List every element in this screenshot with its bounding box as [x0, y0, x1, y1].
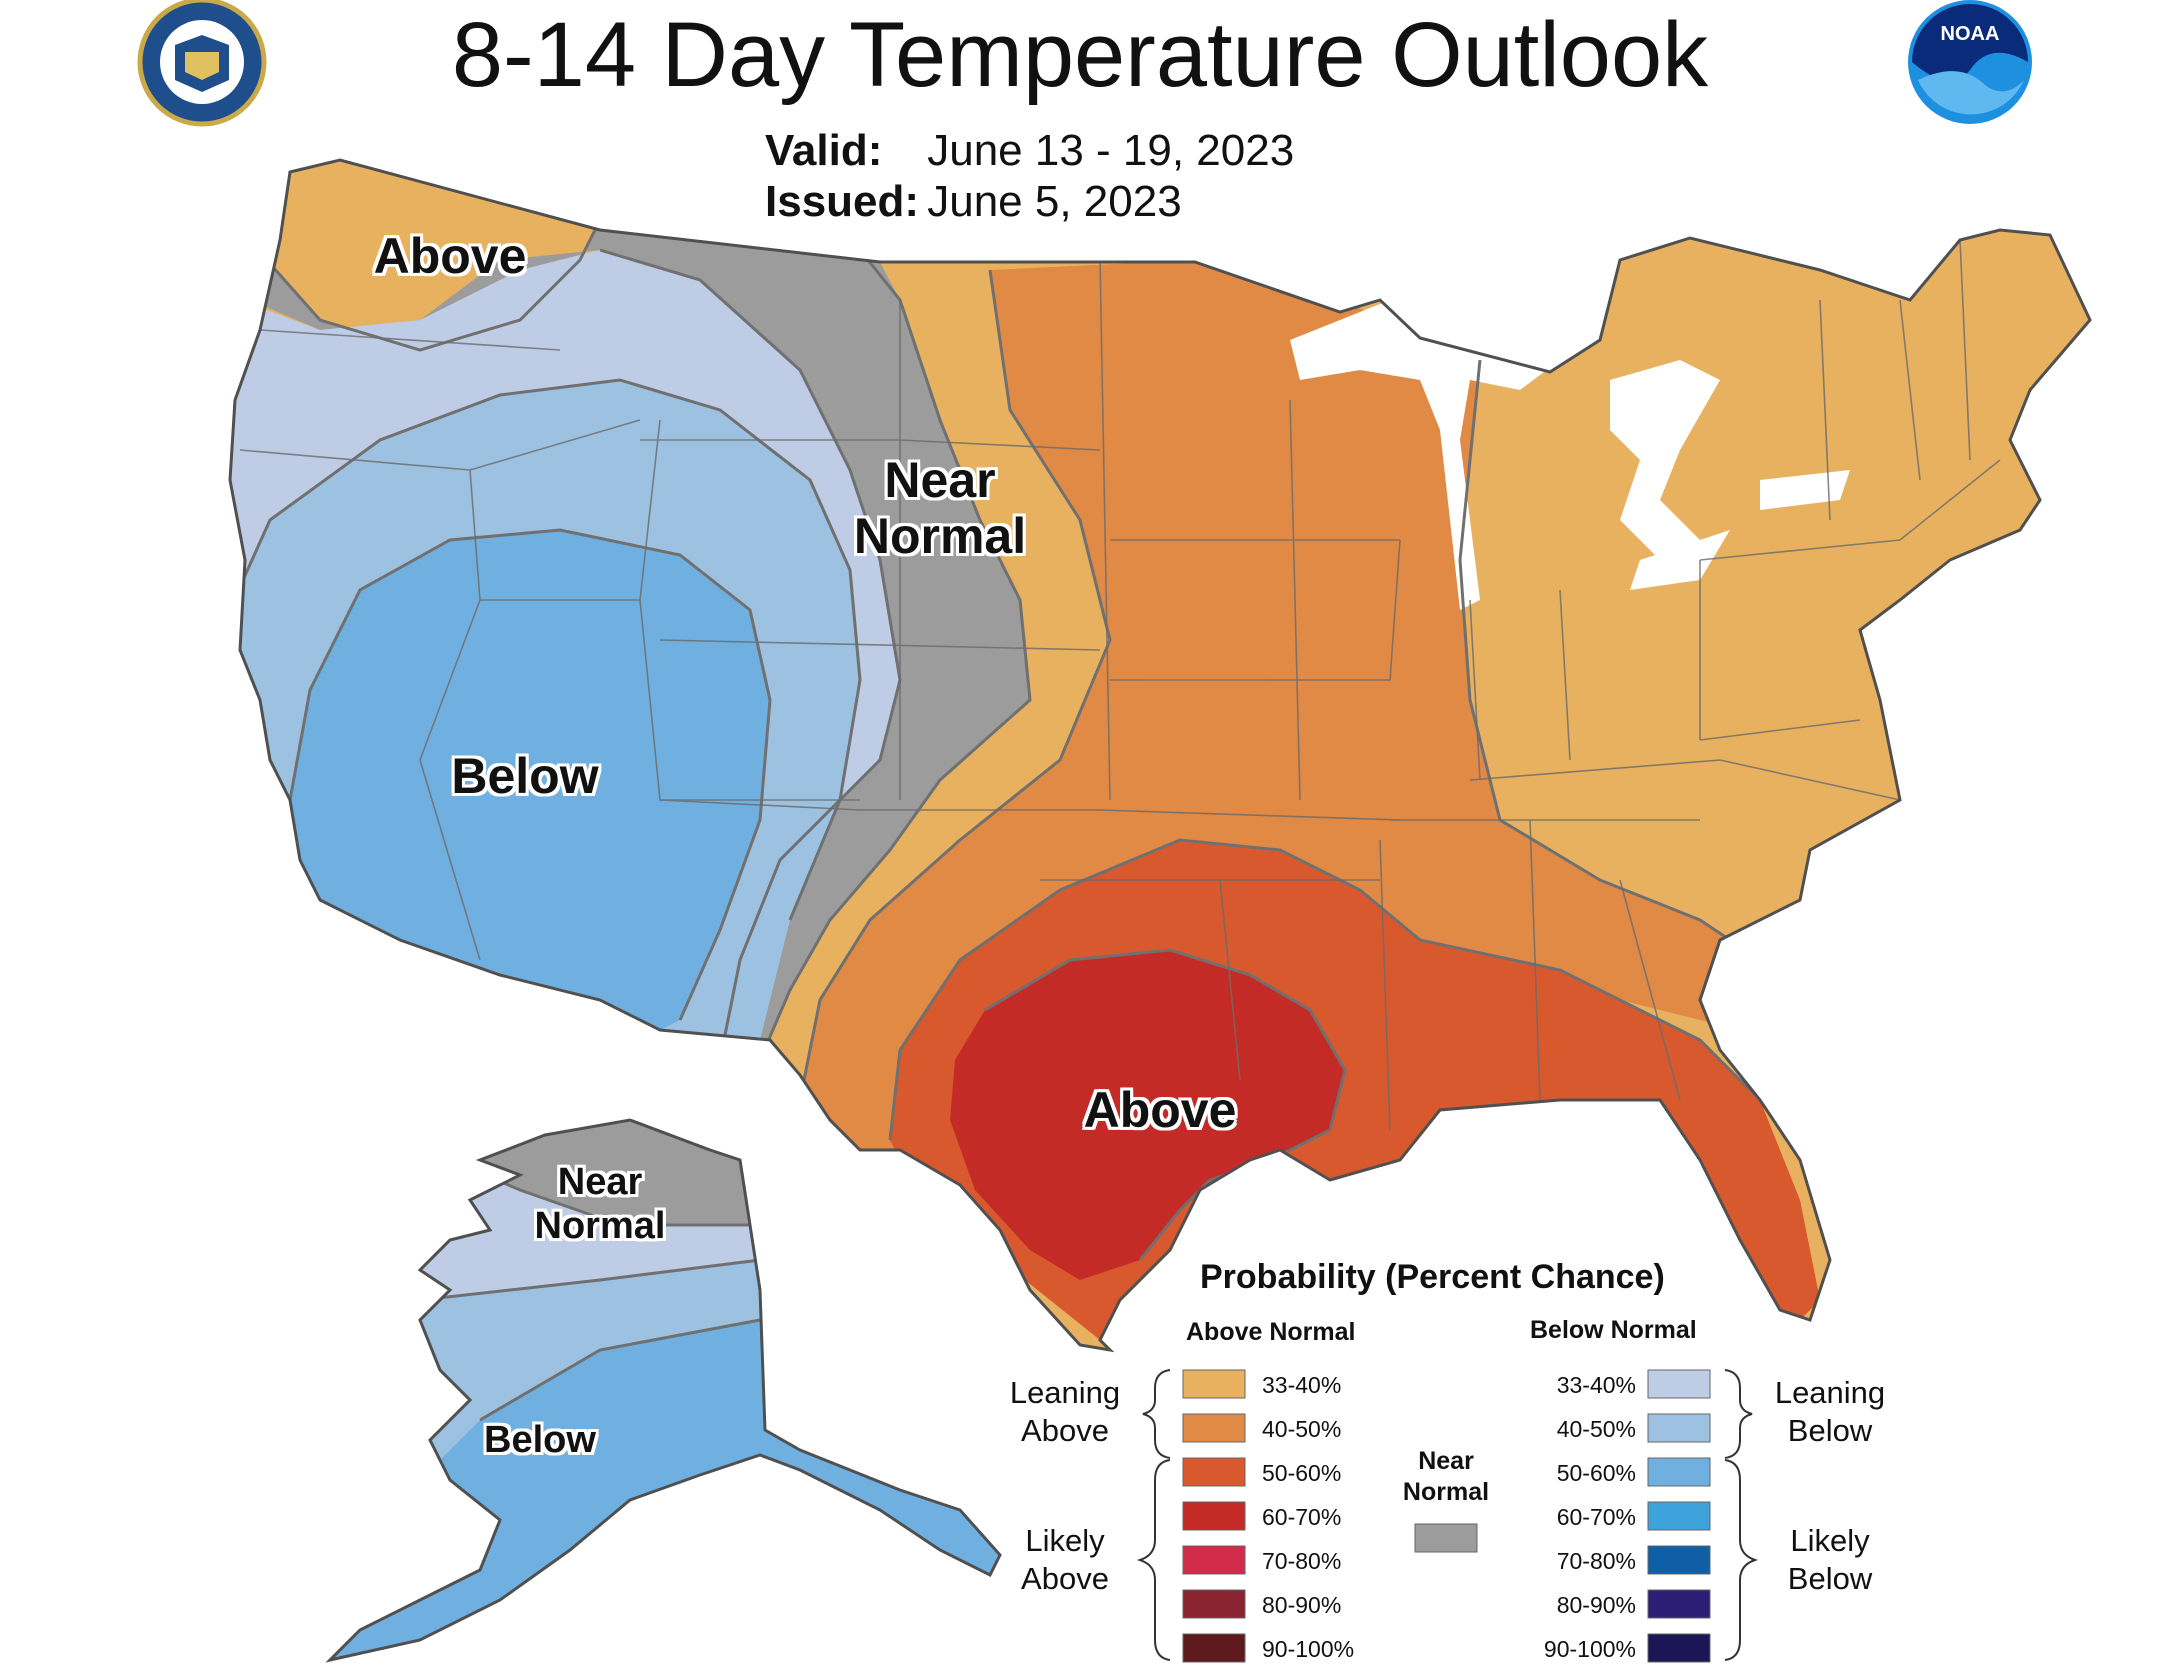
- issued-date: June 5, 2023: [927, 177, 1182, 226]
- label-ak-near-normal: Near Normal: [500, 1160, 700, 1248]
- great-lakes-west: [1290, 300, 1560, 610]
- swatch-above-90-100: [1182, 1633, 1246, 1663]
- swatch-below-80-90: [1647, 1589, 1711, 1619]
- legend-above-70-80: 70-80%: [1262, 1548, 1342, 1574]
- alaska-outline: [325, 1118, 1002, 1663]
- swatch-below-50-60: [1647, 1457, 1711, 1487]
- label-ak-below: Below: [484, 1419, 596, 1461]
- near-normal-line2: Normal: [1402, 1478, 1490, 1506]
- swatch-below-60-70: [1647, 1501, 1711, 1531]
- legend-swatches: [1182, 1369, 1711, 1663]
- legend-below-40-50: 40-50%: [1556, 1416, 1636, 1442]
- leaning-above-line1: Leaning: [1009, 1375, 1121, 1410]
- legend-below-33-40: 33-40%: [1556, 1372, 1636, 1398]
- likely-above-line1: Likely: [1025, 1523, 1105, 1558]
- legend-above-80-90: 80-90%: [1262, 1592, 1342, 1618]
- label-west-below: Below: [451, 748, 599, 804]
- legend-above-50-60: 50-60%: [1262, 1460, 1342, 1486]
- swatch-above-60-70: [1182, 1501, 1246, 1531]
- swatch-above-33-40: [1182, 1369, 1246, 1399]
- legend-below-90-100: 90-100%: [1543, 1636, 1636, 1662]
- label-ak-near-line1: Near: [557, 1161, 643, 1203]
- valid-dates: June 13 - 19, 2023: [927, 126, 1295, 175]
- near-normal-line1: Near: [1418, 1447, 1474, 1475]
- likely-below-line2: Below: [1787, 1561, 1873, 1596]
- label-near-normal-line2: Normal: [853, 508, 1027, 564]
- swatch-below-40-50: [1647, 1413, 1711, 1443]
- lake-huron: [1610, 360, 1720, 560]
- legend-below-header: Below Normal: [1530, 1316, 1697, 1344]
- legend-below-50-60: 50-60%: [1556, 1460, 1636, 1486]
- swatch-above-80-90: [1182, 1589, 1246, 1619]
- swatch-below-33-40: [1647, 1369, 1711, 1399]
- zone-below-50-60: [290, 530, 770, 1060]
- swatch-near-normal: [1414, 1523, 1478, 1553]
- legend-above-33-40: 33-40%: [1262, 1372, 1342, 1398]
- swatch-below-70-80: [1647, 1545, 1711, 1575]
- label-ak-near-line2: Normal: [534, 1205, 666, 1247]
- leaning-below-line1: Leaning: [1774, 1375, 1886, 1410]
- legend-leaning-below: Leaning Below: [1765, 1374, 1895, 1450]
- leaning-above-line2: Above: [1021, 1413, 1109, 1448]
- map-title: 8-14 Day Temperature Outlook: [451, 4, 1709, 106]
- legend-below-80-90: 80-90%: [1556, 1592, 1636, 1618]
- issued-line: Issued: June 5, 2023: [765, 176, 1182, 228]
- swatch-above-40-50: [1182, 1413, 1246, 1443]
- label-pnw-above: Above: [373, 228, 527, 284]
- legend-braces: [1136, 1369, 1759, 1661]
- lake-erie: [1630, 530, 1730, 590]
- conus-outline: [228, 158, 2092, 1353]
- issued-label: Issued:: [765, 177, 920, 226]
- legend-likely-below: Likely Below: [1765, 1522, 1895, 1598]
- zone-above-60-70: [950, 950, 1345, 1280]
- legend-below-70-80: 70-80%: [1556, 1548, 1636, 1574]
- likely-above-line2: Above: [1021, 1561, 1109, 1596]
- label-south-above: Above: [1083, 1082, 1237, 1138]
- swatch-above-50-60: [1182, 1457, 1246, 1487]
- legend-title: Probability (Percent Chance): [1200, 1258, 1665, 1296]
- legend-below-60-70: 60-70%: [1556, 1504, 1636, 1530]
- likely-below-line1: Likely: [1790, 1523, 1870, 1558]
- legend-above-60-70: 60-70%: [1262, 1504, 1342, 1530]
- label-near-normal: Near Normal: [820, 452, 1060, 564]
- valid-label: Valid:: [765, 126, 883, 175]
- noaa-logo-icon: NOAA: [1908, 0, 2032, 124]
- label-near-normal-line1: Near: [884, 452, 996, 508]
- leaning-below-line2: Below: [1787, 1413, 1873, 1448]
- legend-above-header: Above Normal: [1186, 1318, 1356, 1346]
- legend-above-90-100: 90-100%: [1262, 1636, 1355, 1662]
- swatch-below-90-100: [1647, 1633, 1711, 1663]
- svg-text:NOAA: NOAA: [1941, 23, 2000, 45]
- zone-near-normal: [240, 220, 1030, 1060]
- doc-seal-icon: [137, 0, 267, 127]
- state-lines: [239, 239, 2001, 1131]
- legend-near-normal: Near Normal: [1396, 1446, 1496, 1508]
- valid-line: Valid: June 13 - 19, 2023: [765, 125, 1294, 177]
- legend-above-40-50: 40-50%: [1262, 1416, 1342, 1442]
- swatch-above-70-80: [1182, 1545, 1246, 1575]
- legend-leaning-above: Leaning Above: [1000, 1374, 1130, 1450]
- legend-likely-above: Likely Above: [1000, 1522, 1130, 1598]
